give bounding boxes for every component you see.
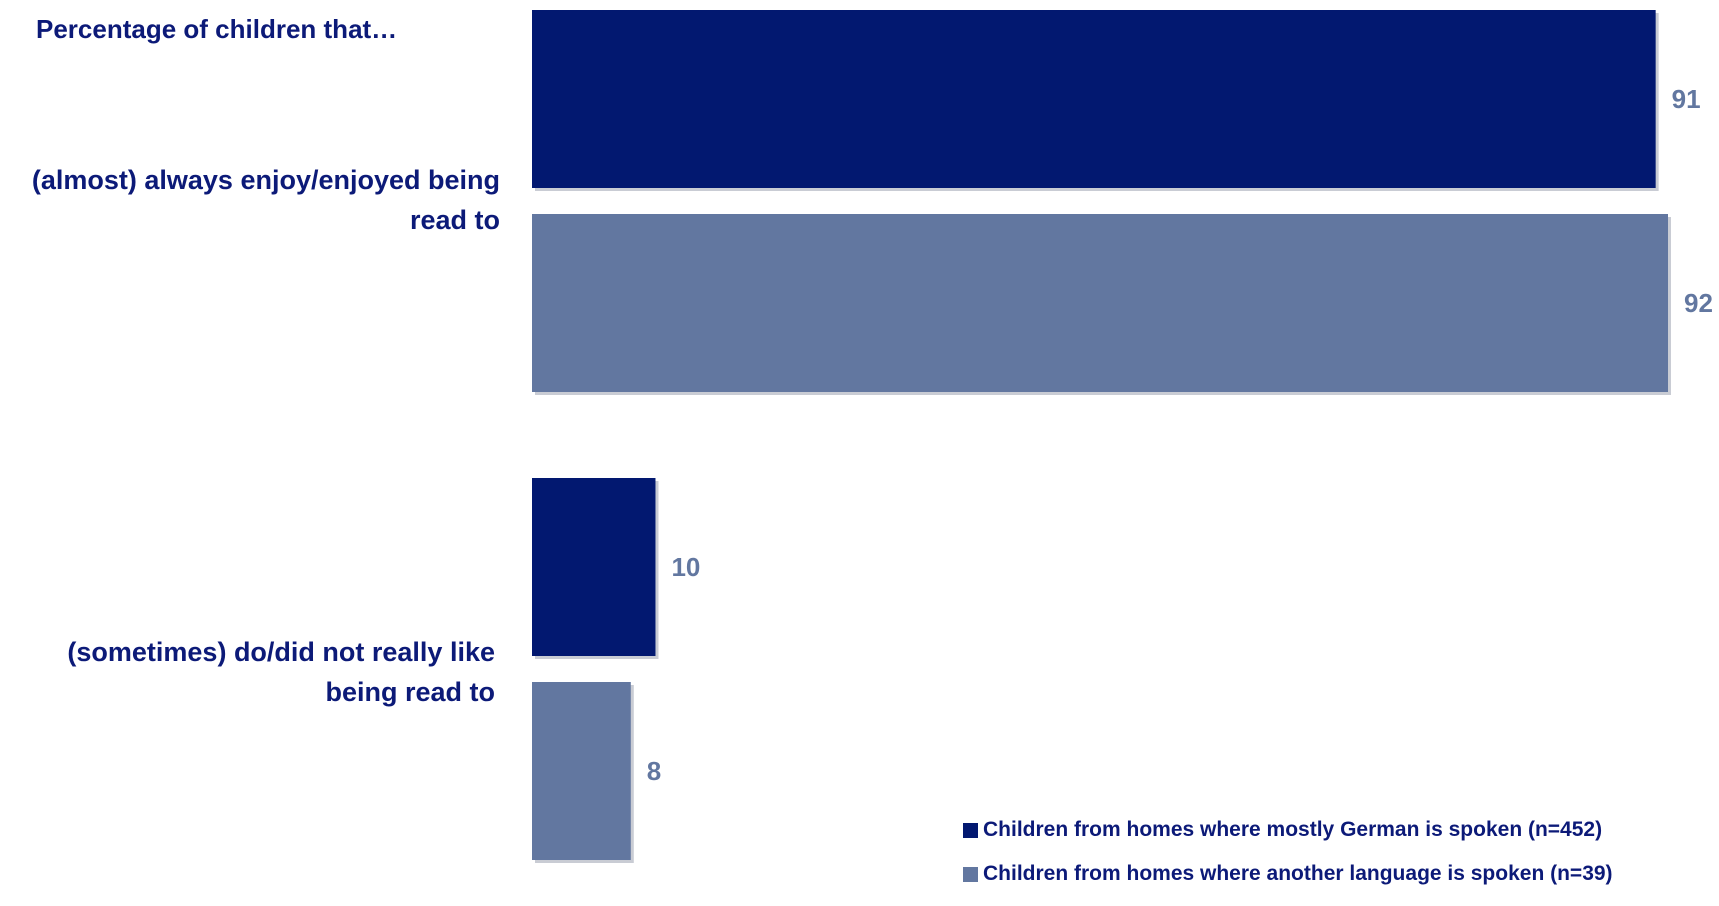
bar-german-1 — [532, 478, 655, 656]
legend-label-other-language: Children from homes where another langua… — [983, 862, 1613, 886]
bar-other-language-1 — [532, 682, 631, 860]
legend-label-german: Children from homes where mostly German … — [983, 818, 1602, 842]
bar-other-language-0 — [532, 214, 1668, 392]
value-label-other-language-1: 8 — [647, 756, 661, 786]
legend: Children from homes where mostly German … — [963, 818, 1613, 906]
value-label-german-1: 10 — [671, 552, 700, 582]
legend-swatch-other-language — [963, 867, 978, 882]
legend-item-other-language: Children from homes where another langua… — [963, 862, 1613, 886]
value-label-german-0: 91 — [1672, 84, 1701, 114]
legend-swatch-german — [963, 823, 978, 838]
bar-german-0 — [532, 10, 1656, 188]
value-label-other-language-0: 92 — [1684, 288, 1713, 318]
legend-item-german: Children from homes where mostly German … — [963, 818, 1613, 842]
